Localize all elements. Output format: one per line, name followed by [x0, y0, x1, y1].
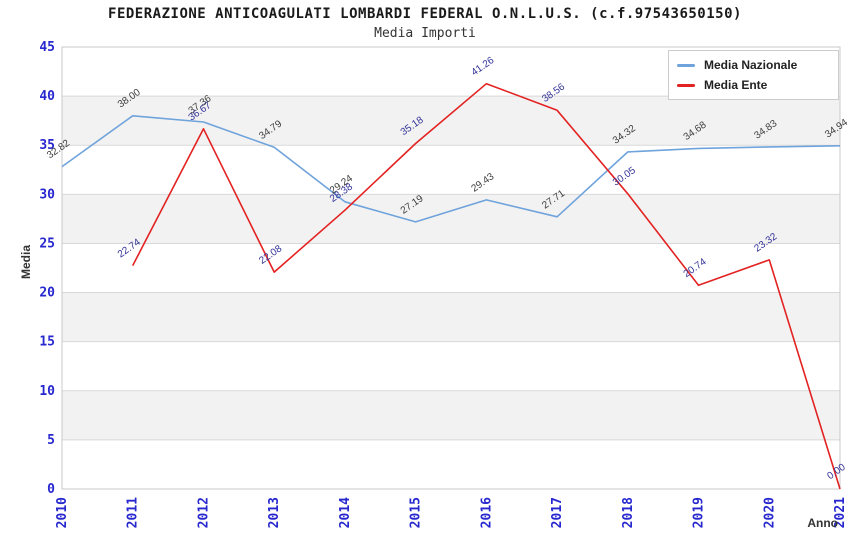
legend-label: Media Nazionale [704, 58, 798, 72]
data-label: 29.43 [470, 171, 497, 195]
grid-band [62, 390, 840, 440]
x-tick-label: 2013 [267, 497, 282, 528]
y-tick-label: 25 [39, 236, 55, 251]
x-axis-title: Anno [807, 516, 838, 530]
x-tick-label: 2012 [196, 497, 211, 528]
y-tick-label: 5 [47, 433, 55, 448]
x-tick-label: 2017 [550, 497, 565, 528]
x-tick-label: 2020 [762, 497, 777, 528]
x-tick-label: 2011 [126, 497, 141, 528]
y-tick-label: 40 [39, 89, 55, 104]
x-tick-label: 2021 [833, 497, 848, 528]
x-tick-label: 2014 [338, 497, 353, 528]
legend: Media Nazionale Media Ente [668, 50, 839, 100]
series-line-media-nazionale [61, 115, 841, 223]
y-axis-title: Media [19, 245, 33, 279]
y-tick-label: 15 [39, 335, 55, 350]
x-tick-label: 2018 [621, 497, 636, 528]
x-tick-label: 2019 [692, 497, 707, 528]
x-tick-label: 2016 [479, 497, 494, 528]
chart-subtitle: Media Importi [374, 26, 476, 41]
x-tick-label: 2010 [55, 497, 70, 528]
y-tick-label: 0 [47, 482, 55, 497]
y-tick-label: 20 [39, 286, 55, 301]
legend-item-media-nazionale: Media Nazionale [669, 58, 838, 72]
legend-line-swatch-ente [677, 83, 695, 87]
legend-line-swatch-nazionale [677, 63, 695, 67]
data-label: 20.74 [682, 256, 709, 280]
grid-band [62, 194, 840, 244]
x-tick-label: 2015 [409, 497, 424, 528]
y-tick-label: 10 [39, 384, 55, 399]
y-tick-label: 45 [39, 40, 55, 55]
legend-label: Media Ente [704, 78, 768, 92]
data-label: 30.05 [611, 165, 638, 189]
data-label: 41.26 [470, 55, 497, 79]
grid-band [62, 292, 840, 342]
plot-border [61, 46, 841, 490]
series-line-media-ente [131, 82, 841, 490]
grid-band [62, 96, 840, 146]
y-tick-label: 35 [39, 138, 55, 153]
chart-title: FEDERAZIONE ANTICOAGULATI LOMBARDI FEDER… [108, 6, 742, 22]
y-tick-label: 30 [39, 187, 55, 202]
legend-item-media-ente: Media Ente [669, 78, 838, 92]
